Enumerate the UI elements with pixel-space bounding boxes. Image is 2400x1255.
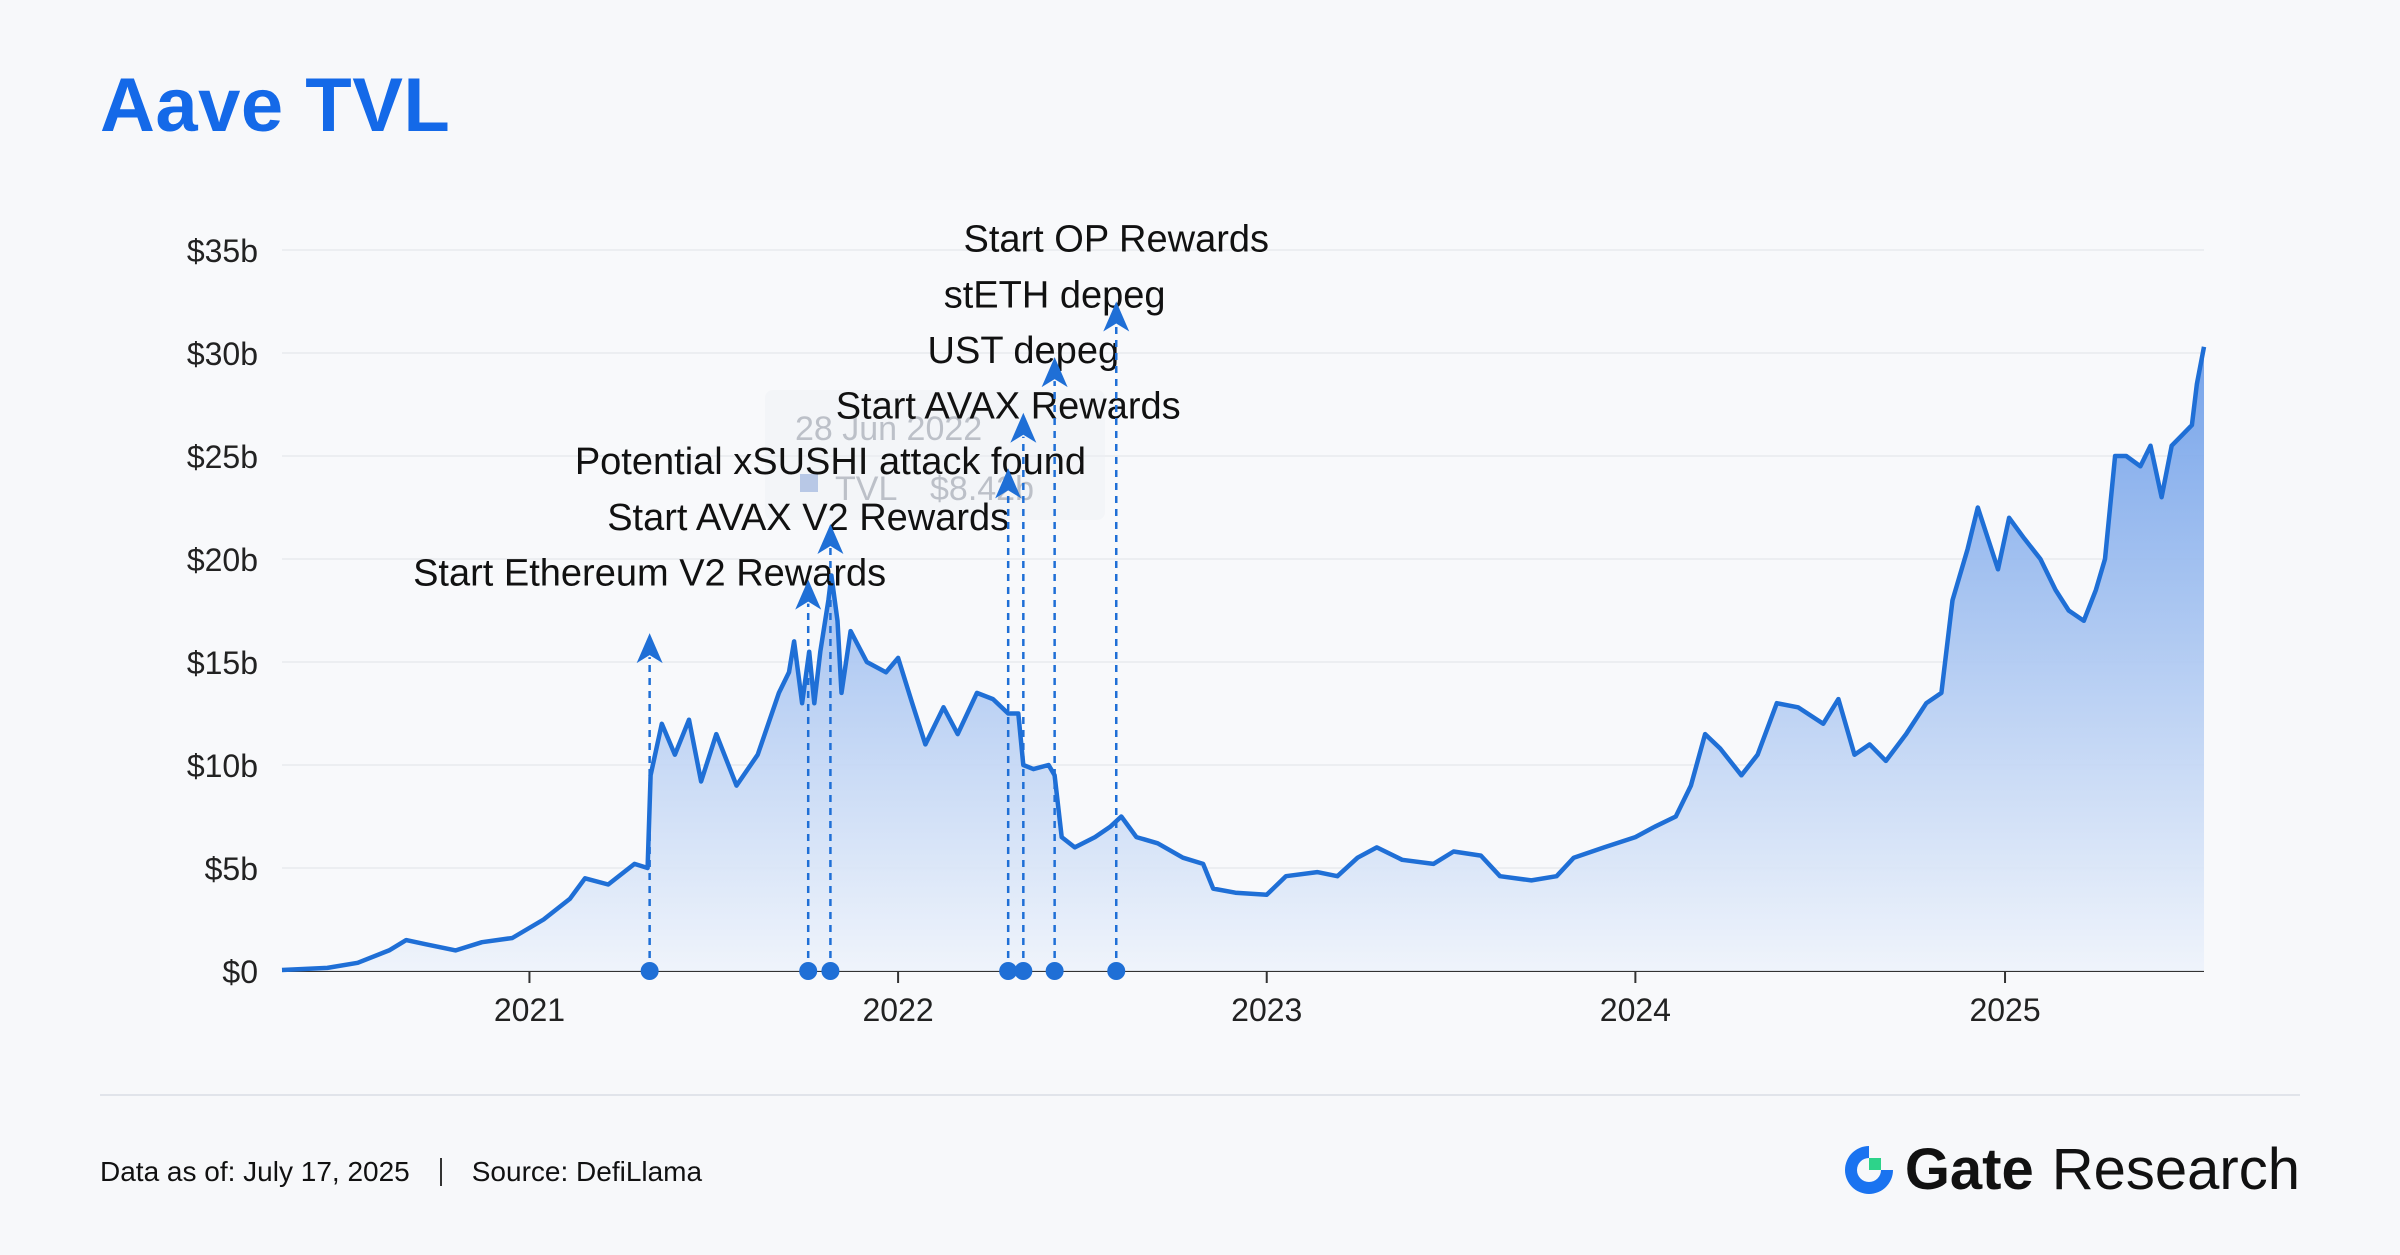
annotation-label: Start AVAX Rewards	[836, 386, 1181, 428]
annotation[interactable]: Potential xSUSHI attack found	[575, 441, 1086, 980]
footer-info: Data as of: July 17, 2025 Source: DefiLl…	[100, 1156, 702, 1188]
page-title: Aave TVL	[100, 63, 451, 148]
annotation[interactable]: UST depeg	[928, 330, 1120, 980]
data-date: Data as of: July 17, 2025	[100, 1156, 410, 1187]
annotation-dot	[1014, 962, 1033, 980]
annotations[interactable]: Start Ethereum V2 Rewards Start AVAX V2 R…	[413, 219, 1269, 980]
y-tick-label: $0	[222, 954, 258, 990]
x-tick-label: 2022	[862, 992, 933, 1028]
annotation-dot	[1107, 962, 1126, 980]
gridlines	[282, 249, 2204, 972]
tooltip-swatch	[800, 474, 818, 492]
annotation-label: UST depeg	[928, 330, 1120, 372]
annotation-dot	[999, 962, 1018, 980]
brand-name: Gate	[1904, 1137, 2034, 1202]
annotation-arrow	[995, 468, 1022, 499]
x-tick-label: 2024	[1600, 992, 1671, 1028]
annotation-arrow	[636, 633, 663, 664]
annotation[interactable]: Start AVAX V2 Rewards	[607, 497, 1009, 980]
y-tick-label: $30b	[187, 336, 258, 372]
y-axis: $0 $5b $10b $15b $20b $25b $30b $35b	[187, 233, 258, 990]
brand-logo: Gate Research	[1841, 1136, 2300, 1203]
annotation[interactable]: Start AVAX Rewards	[836, 386, 1181, 980]
annotation-arrow	[795, 579, 822, 610]
annotation-label: stETH depeg	[944, 274, 1166, 316]
x-tick-label: 2021	[494, 992, 565, 1028]
annotation-arrow	[1103, 301, 1130, 332]
footer-divider	[100, 1094, 2300, 1096]
gate-logo-icon	[1844, 1145, 1893, 1194]
y-tick-label: $35b	[187, 233, 258, 269]
annotation-label: Start AVAX V2 Rewards	[607, 497, 1009, 539]
y-tick-label: $25b	[187, 439, 258, 475]
annotation-dot	[640, 962, 659, 980]
y-tick-label: $5b	[205, 851, 258, 887]
tooltip-series: TVL	[835, 470, 897, 508]
annotation-label: Start OP Rewards	[963, 219, 1269, 261]
series-area	[282, 346, 2204, 971]
x-tick-label: 2025	[1969, 992, 2040, 1028]
annotation-label: Potential xSUSHI attack found	[575, 441, 1086, 483]
data-source: Source: DefiLlama	[471, 1156, 703, 1187]
footer-separator	[439, 1158, 442, 1186]
series-line	[281, 346, 2207, 973]
annotation[interactable]: Start OP Rewards	[963, 219, 1269, 980]
annotation-dot	[1045, 962, 1064, 980]
annotation[interactable]: stETH depeg	[944, 274, 1166, 980]
y-tick-label: $10b	[187, 748, 258, 784]
annotation-arrow	[817, 523, 844, 554]
tooltip-date: 28 Jun 2022	[795, 410, 982, 448]
annotation-dot	[821, 962, 840, 980]
annotation-label: Start Ethereum V2 Rewards	[413, 552, 886, 594]
y-tick-label: $20b	[187, 542, 258, 578]
series-tvl	[281, 346, 2207, 973]
annotation-dot	[799, 962, 818, 980]
y-tick-label: $15b	[187, 645, 258, 681]
annotation-arrow	[1041, 357, 1068, 388]
brand-suffix: Research	[2051, 1137, 2300, 1202]
annotation-arrow	[1010, 412, 1037, 443]
x-tick-label: 2023	[1231, 992, 1302, 1028]
